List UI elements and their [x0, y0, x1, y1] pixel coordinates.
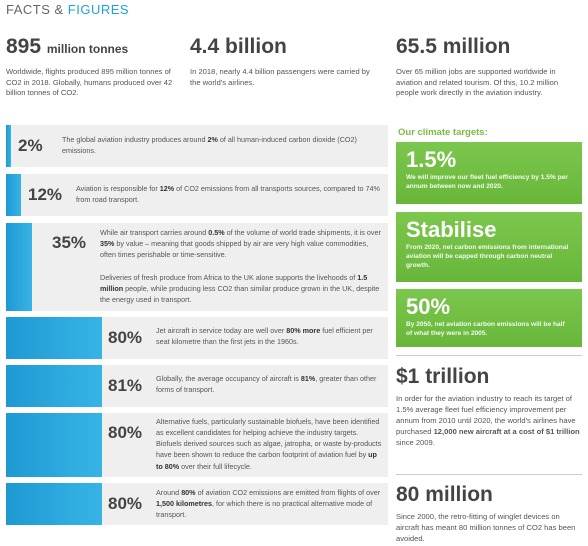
target-text: By 2050, net aviation carbon emissions w… [406, 321, 565, 337]
stat-jobs-desc: Over 65 million jobs are supported world… [396, 67, 559, 98]
page-header: FACTS & FIGURES [6, 2, 129, 17]
fact-row-2pct: 2% The global aviation industry produces… [6, 125, 388, 167]
target-value: 50% [406, 294, 451, 319]
fact-bar [6, 125, 11, 167]
stat-passengers-value: 4.4 billion [190, 35, 287, 58]
divider [396, 474, 582, 475]
target-text: We will improve our fleet fuel efficienc… [406, 174, 568, 190]
fact-text: While air transport carries around 0.5% … [100, 228, 381, 304]
fact-row-35pct: 35% While air transport carries around 0… [6, 223, 388, 311]
stat-co2-unit: million tonnes [46, 42, 129, 56]
stat-co2-desc: Worldwide, flights produced 895 million … [6, 67, 173, 98]
fact-row-12pct: 12% Aviation is responsible for 12% of C… [6, 174, 388, 216]
fact-text: Alternative fuels, particularly sustaina… [156, 417, 382, 471]
target-text: From 2020, net carbon emissions from int… [406, 244, 569, 269]
fact-bar [6, 174, 21, 216]
fact-percent: 80% [108, 328, 143, 347]
fact-bar [6, 317, 102, 359]
fact-percent: 80% [108, 423, 143, 442]
fact-text: The global aviation industry produces ar… [62, 135, 357, 156]
target-value: 1.5% [406, 147, 457, 172]
target-box-50pct: 50% By 2050, net aviation carbon emissio… [396, 289, 582, 347]
header-figures: FIGURES [67, 2, 130, 17]
stat-co2-tonnes: 895 million tonnes Worldwide, flights pr… [6, 36, 176, 99]
stat-passengers-desc: In 2018, nearly 4.4 billion passengers w… [190, 67, 370, 87]
fact-percent: 80% [108, 494, 143, 513]
stat-jobs-value: 65.5 million [396, 35, 511, 58]
fact-percent: 2% [18, 136, 43, 155]
stat-trillion-desc: In order for the aviation industry to re… [396, 394, 580, 447]
target-box-stabilise: Stabilise From 2020, net carbon emission… [396, 212, 582, 282]
climate-targets-title: Our climate targets: [398, 127, 488, 138]
target-value: Stabilise [406, 217, 497, 242]
stat-winglet-desc: Since 2000, the retro-fitting of winglet… [396, 512, 576, 543]
divider [396, 355, 582, 356]
fact-text: Jet aircraft in service today are well o… [156, 326, 373, 347]
fact-bar [6, 365, 102, 407]
target-box-efficiency: 1.5% We will improve our fleet fuel effi… [396, 142, 582, 204]
fact-row-80pct-biofuels: 80% Alternative fuels, particularly sust… [6, 413, 388, 477]
fact-text: Globally, the average occupancy of aircr… [156, 374, 377, 395]
stat-trillion: $1 trillion In order for the aviation in… [396, 366, 582, 448]
fact-bar [6, 413, 102, 477]
stat-passengers: 4.4 billion In 2018, nearly 4.4 billion … [190, 36, 370, 88]
stat-winglet-value: 80 million [396, 483, 493, 506]
fact-text: Around 80% of aviation CO2 emissions are… [156, 488, 381, 520]
fact-percent: 12% [28, 185, 63, 204]
fact-row-80pct-jets: 80% Jet aircraft in service today are we… [6, 317, 388, 359]
fact-row-81pct: 81% Globally, the average occupancy of a… [6, 365, 388, 407]
fact-text: Aviation is responsible for 12% of CO2 e… [76, 184, 380, 205]
fact-bar [6, 483, 102, 525]
stat-co2-value: 895 [6, 35, 42, 58]
fact-bar [6, 223, 32, 311]
fact-row-80pct-longhaul: 80% Around 80% of aviation CO2 emissions… [6, 483, 388, 525]
header-facts: FACTS & [6, 2, 68, 17]
stat-trillion-value: $1 trillion [396, 365, 490, 388]
fact-percent: 81% [108, 376, 143, 395]
stat-jobs: 65.5 million Over 65 million jobs are su… [396, 36, 582, 99]
fact-percent: 35% [52, 233, 87, 252]
stat-winglet: 80 million Since 2000, the retro-fitting… [396, 484, 582, 544]
